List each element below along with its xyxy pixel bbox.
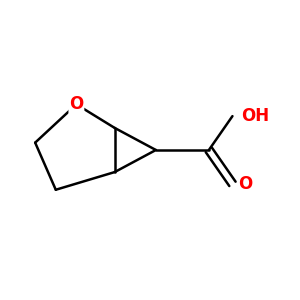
Text: OH: OH <box>241 107 269 125</box>
Text: O: O <box>238 175 253 193</box>
Text: O: O <box>69 95 83 113</box>
